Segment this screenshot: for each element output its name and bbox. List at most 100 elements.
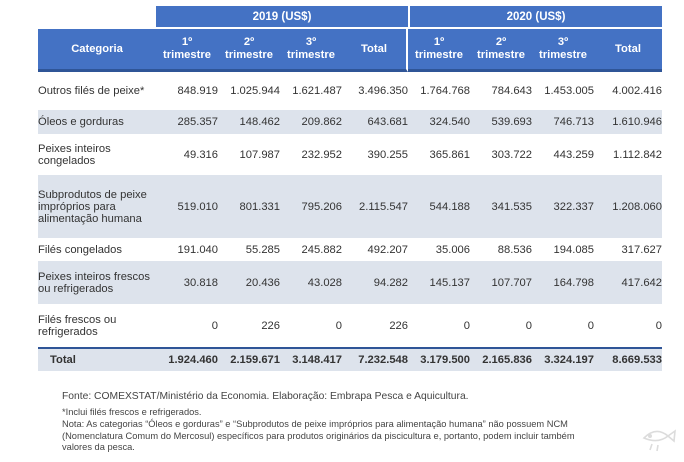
table-row: Óleos e gorduras 285.357 148.462 209.862… — [38, 110, 662, 135]
footnote-asterisk: *Inclui filés frescos e refrigerados. — [62, 407, 202, 417]
value-cell: 795.206 — [280, 175, 342, 239]
total-cell: 3.148.417 — [280, 347, 342, 371]
value-cell: 317.627 — [594, 239, 662, 261]
table-row: Filés congelados 191.040 55.285 245.882 … — [38, 239, 662, 261]
col-2020-q2: 2º trimestre — [470, 29, 532, 72]
total-cell: 2.165.836 — [470, 347, 532, 371]
col-2019-q3: 3º trimestre — [280, 29, 342, 72]
value-cell: 145.137 — [408, 261, 470, 305]
faded-fish-logo-icon — [642, 429, 676, 452]
col-2020-q3: 3º trimestre — [532, 29, 594, 72]
value-cell: 1.453.005 — [532, 72, 594, 110]
table-row: Peixes inteiros congelados 49.316 107.98… — [38, 135, 662, 175]
value-cell: 417.642 — [594, 261, 662, 305]
value-cell: 94.282 — [342, 261, 408, 305]
table-row: Outros filés de peixe* 848.919 1.025.944… — [38, 72, 662, 110]
quarter-word: trimestre — [163, 49, 211, 61]
value-cell: 43.028 — [280, 261, 342, 305]
value-cell: 848.919 — [156, 72, 218, 110]
export-table: 2019 (US$) 2020 (US$) Categoria 1º trimes… — [38, 6, 662, 371]
value-cell: 4.002.416 — [594, 72, 662, 110]
value-cell: 88.536 — [470, 239, 532, 261]
quarter-word: trimestre — [415, 49, 463, 61]
quarter-word: trimestre — [287, 49, 335, 61]
value-cell: 322.337 — [532, 175, 594, 239]
value-cell: 209.862 — [280, 110, 342, 135]
category-cell: Óleos e gorduras — [38, 110, 156, 135]
value-cell: 341.535 — [470, 175, 532, 239]
value-cell: 0 — [156, 305, 218, 347]
category-cell: Peixes inteiros frescos ou refrigerados — [38, 261, 156, 305]
quarter-number: 1º — [433, 36, 445, 48]
col-2019-total: Total — [342, 29, 408, 72]
value-cell: 1.764.768 — [408, 72, 470, 110]
year-header-row: 2019 (US$) 2020 (US$) — [38, 6, 662, 29]
quarter-number: 1º — [181, 36, 193, 48]
value-cell: 801.331 — [218, 175, 280, 239]
value-cell: 0 — [470, 305, 532, 347]
value-cell: 245.882 — [280, 239, 342, 261]
value-cell: 492.207 — [342, 239, 408, 261]
value-cell: 164.798 — [532, 261, 594, 305]
category-cell: Filés frescos ou refrigerados — [38, 305, 156, 347]
value-cell: 191.040 — [156, 239, 218, 261]
quarter-word: trimestre — [539, 49, 587, 61]
value-cell: 390.255 — [342, 135, 408, 175]
value-cell: 148.462 — [218, 110, 280, 135]
value-cell: 1.208.060 — [594, 175, 662, 239]
value-cell: 365.861 — [408, 135, 470, 175]
value-cell: 0 — [594, 305, 662, 347]
col-2019-q1: 1º trimestre — [156, 29, 218, 72]
year-2020-header: 2020 (US$) — [408, 6, 662, 29]
value-cell: 643.681 — [342, 110, 408, 135]
value-cell: 49.316 — [156, 135, 218, 175]
total-cell: 2.159.671 — [218, 347, 280, 371]
quarter-word: trimestre — [225, 49, 273, 61]
value-cell: 226 — [342, 305, 408, 347]
total-cell: 8.669.533 — [594, 347, 662, 371]
total-cell: 3.179.500 — [408, 347, 470, 371]
value-cell: 539.693 — [470, 110, 532, 135]
value-cell: 746.713 — [532, 110, 594, 135]
total-cell: 3.324.197 — [532, 347, 594, 371]
value-cell: 232.952 — [280, 135, 342, 175]
quarter-number: 2º — [243, 36, 255, 48]
quarter-word: trimestre — [477, 49, 525, 61]
value-cell: 0 — [532, 305, 594, 347]
value-cell: 544.188 — [408, 175, 470, 239]
col-2020-total: Total — [594, 29, 662, 72]
table-row: Subprodutos de peixe impróprios para ali… — [38, 175, 662, 239]
value-cell: 55.285 — [218, 239, 280, 261]
quarter-number: 3º — [557, 36, 569, 48]
value-cell: 1.112.842 — [594, 135, 662, 175]
table-row: Filés frescos ou refrigerados 0 226 0 22… — [38, 305, 662, 347]
table-row: Peixes inteiros frescos ou refrigerados … — [38, 261, 662, 305]
value-cell: 107.707 — [470, 261, 532, 305]
value-cell: 0 — [408, 305, 470, 347]
total-row: Total 1.924.460 2.159.671 3.148.417 7.23… — [38, 347, 662, 371]
quarter-number: 2º — [495, 36, 507, 48]
value-cell: 30.818 — [156, 261, 218, 305]
value-cell: 1.025.944 — [218, 72, 280, 110]
category-cell: Outros filés de peixe* — [38, 72, 156, 110]
footnote-nota: Nota: As categorias “Óleos e gorduras” e… — [62, 419, 575, 452]
total-cell: 1.924.460 — [156, 347, 218, 371]
value-cell: 194.085 — [532, 239, 594, 261]
value-cell: 3.496.350 — [342, 72, 408, 110]
value-cell: 20.436 — [218, 261, 280, 305]
value-cell: 2.115.547 — [342, 175, 408, 239]
value-cell: 443.259 — [532, 135, 594, 175]
category-header: Categoria — [38, 29, 156, 72]
year-2019-header: 2019 (US$) — [156, 6, 408, 29]
value-cell: 303.722 — [470, 135, 532, 175]
value-cell: 1.610.946 — [594, 110, 662, 135]
col-2020-q1: 1º trimestre — [408, 29, 470, 72]
value-cell: 519.010 — [156, 175, 218, 239]
col-2019-q2: 2º trimestre — [218, 29, 280, 72]
value-cell: 226 — [218, 305, 280, 347]
total-label: Total — [38, 347, 156, 371]
value-cell: 285.357 — [156, 110, 218, 135]
source-note: Fonte: COMEXSTAT/Ministério da Economia.… — [62, 391, 469, 402]
value-cell: 784.643 — [470, 72, 532, 110]
value-cell: 0 — [280, 305, 342, 347]
